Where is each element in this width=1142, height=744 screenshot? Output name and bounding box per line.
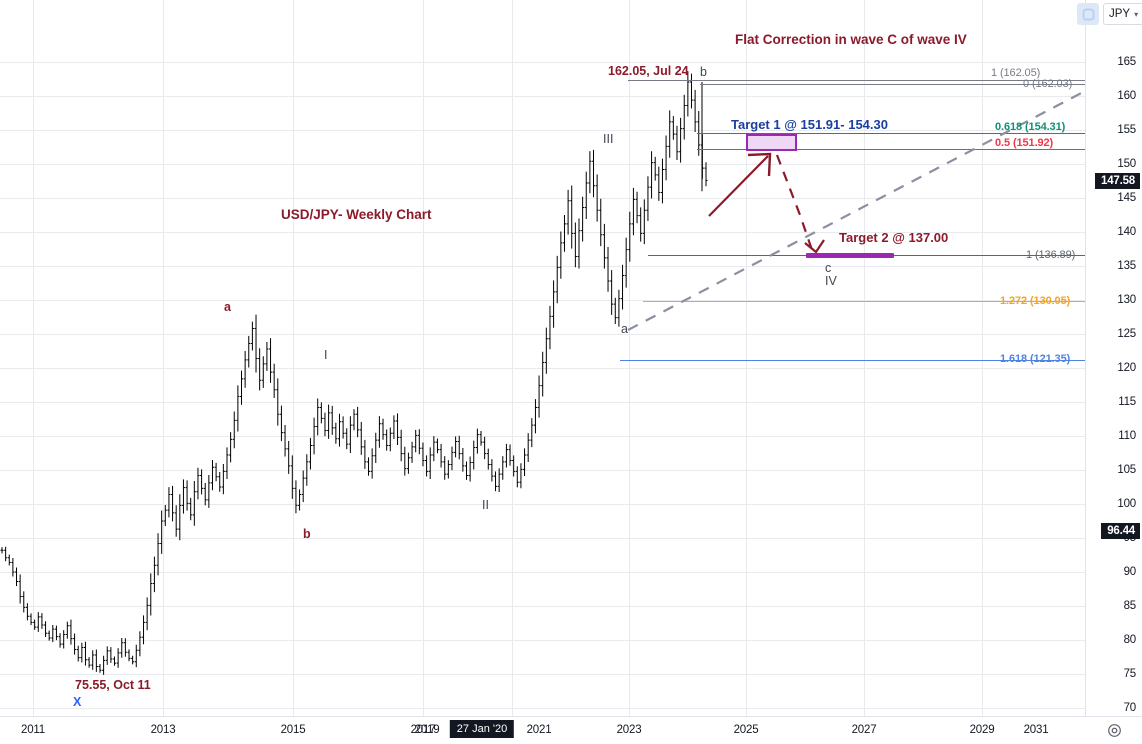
price-tick: 85 [1123,600,1137,612]
price-tick: 160 [1117,90,1136,102]
fib-label-05: 0.5 (151.92) [995,137,1054,149]
price-tick: 140 [1117,226,1136,238]
gridline-vertical [864,0,865,716]
fib-label-1-16205: 1 (162.05) [991,67,1041,79]
wave-label-b-1: b [303,527,311,541]
fib-label-0618: 0.618 (154.31) [995,121,1066,133]
chart-plot-area[interactable]: USD/JPY- Weekly Chart Flat Correction in… [0,0,1085,716]
price-tick: 125 [1117,328,1136,340]
gridline-horizontal [0,62,1085,63]
gridline-vertical [163,0,164,716]
price-tick: 155 [1117,124,1136,136]
wave-label-i: I [324,348,328,362]
fib-label-1-13689: 1 (136.89) [1026,249,1076,261]
wave-label-a-2: a [621,322,628,336]
price-axis[interactable]: 165 160 155 150 145 140 135 130 125 120 … [1085,0,1142,716]
price-tick: 110 [1118,430,1136,442]
price-tick: 120 [1117,362,1136,374]
price-tick: 70 [1123,702,1137,714]
snapshot-button[interactable] [1077,3,1099,25]
price-tick: 105 [1117,464,1136,476]
currency-select[interactable]: JPY ▾ [1103,3,1142,25]
chevron-down-icon: ▾ [1134,9,1139,19]
wave-label-x: X [73,695,82,709]
gridline-vertical [33,0,34,716]
price-tick: 145 [1117,192,1136,204]
crosshair-icon[interactable] [1107,723,1122,738]
gridline-vertical [629,0,630,716]
fib-label-0-16203: 0 (162.03) [1023,78,1073,90]
headline-annotation: Flat Correction in wave C of wave IV [735,32,967,47]
target1-zone-box[interactable] [746,134,797,151]
time-tick: 2013 [150,724,176,736]
secondary-price-badge: 96.44 [1101,523,1140,539]
fib-line-1618-12135 [620,360,1085,361]
fib-line-0-16203 [700,84,1085,85]
wave-label-ii: II [482,498,489,512]
rounded-square-icon [1082,8,1094,20]
wave-label-iv: IV [825,274,837,288]
gridline-vertical [982,0,983,716]
target2-zone-bar[interactable] [806,253,894,258]
current-date-badge: 27 Jan '20 [449,720,515,738]
time-tick: 2011 [21,724,45,736]
target2-projection-path [775,154,814,251]
time-tick: 2031 [1023,724,1049,736]
fib-line-1-16205 [628,80,1085,81]
wave-label-a-1: a [224,300,231,314]
target2-label: Target 2 @ 137.00 [839,230,949,245]
swing-low-label: 75.55, Oct 11 [75,678,151,692]
price-tick: 100 [1117,498,1136,510]
price-tick: 75 [1123,668,1137,680]
price-tick: 135 [1117,260,1136,272]
time-tick: 2029 [969,724,995,736]
gridline-vertical [423,0,424,716]
time-tick: 2021 [526,724,552,736]
gridline-vertical [512,0,513,716]
currency-label: JPY [1109,8,1131,20]
target2-arrow-head [804,239,825,254]
wave-label-c: c [825,261,832,275]
gridline-horizontal [0,708,1085,709]
price-tick: 165 [1117,56,1136,68]
time-tick: 2017 [410,724,436,736]
time-axis[interactable]: 2011 2013 2015 2017 2019 27 Jan '20 2021… [0,716,1142,744]
price-tick: 130 [1117,294,1136,306]
target1-label: Target 1 @ 151.91- 154.30 [731,117,888,132]
price-tick: 90 [1123,566,1137,578]
target1-arrow-shaft [708,155,769,217]
ascending-trendline [627,89,1085,331]
time-tick: 2015 [280,724,306,736]
time-tick: 2025 [733,724,759,736]
gridline-vertical [746,0,747,716]
price-tick: 80 [1123,634,1137,646]
target1-arrow-head [747,152,772,177]
swing-high-label: 162.05, Jul 24 [608,64,689,78]
fib-label-1618: 1.618 (121.35) [1000,353,1071,365]
chart-title-annotation: USD/JPY- Weekly Chart [281,207,432,222]
price-tick: 115 [1118,396,1136,408]
wave-label-iii: III [603,132,614,146]
time-tick: 2023 [616,724,642,736]
gridline-vertical [293,0,294,716]
price-tick: 150 [1117,158,1136,170]
time-tick: 2019 [414,724,440,736]
last-price-badge: 147.58 [1095,173,1140,189]
time-tick: 2027 [851,724,877,736]
wave-label-b-2: b [700,65,707,79]
fib-label-1272: 1.272 (130.05) [1000,295,1071,307]
